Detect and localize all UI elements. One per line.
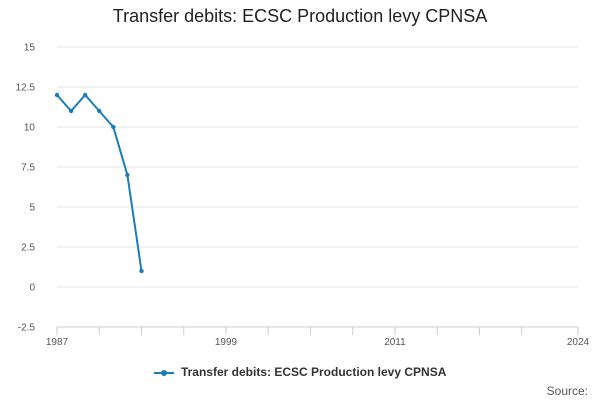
y-tick-label: 0 [29,283,35,294]
y-tick-label: -2.5 [18,323,36,334]
y-tick-label: 2.5 [21,243,35,254]
legend[interactable]: Transfer debits: ECSC Production levy CP… [0,365,600,379]
x-tick-label: 1987 [46,337,69,348]
x-axis-tick-labels: 1987 1999 2011 2024 [46,337,590,348]
data-point[interactable] [139,268,144,274]
data-point[interactable] [82,92,88,98]
y-tick-label: 15 [24,43,36,54]
y-tick-label: 5 [29,203,35,214]
series-group [54,92,144,274]
legend-swatch [153,368,174,378]
y-tick-label: 12.5 [16,83,36,94]
y-axis-tick-labels: -2.5 0 2.5 5 7.5 10 12.5 15 [16,43,36,334]
data-point[interactable] [97,108,102,114]
gridlines [57,46,578,328]
data-point[interactable] [54,92,60,98]
y-tick-label: 10 [24,123,36,134]
series-line [56,94,143,272]
x-tick-label: 1999 [215,337,238,348]
x-axis [56,326,579,335]
legend-label: Transfer debits: ECSC Production levy CP… [180,365,447,379]
legend-dot [160,369,167,376]
x-tick-label: 2011 [384,337,406,348]
data-point[interactable] [68,108,74,114]
x-tick-label: 2024 [567,337,590,348]
y-tick-label: 7.5 [21,163,35,174]
data-point[interactable] [111,124,116,130]
chart-title: Transfer debits: ECSC Production levy CP… [112,6,488,26]
source-label: Source: [546,384,588,398]
data-point[interactable] [125,172,130,178]
